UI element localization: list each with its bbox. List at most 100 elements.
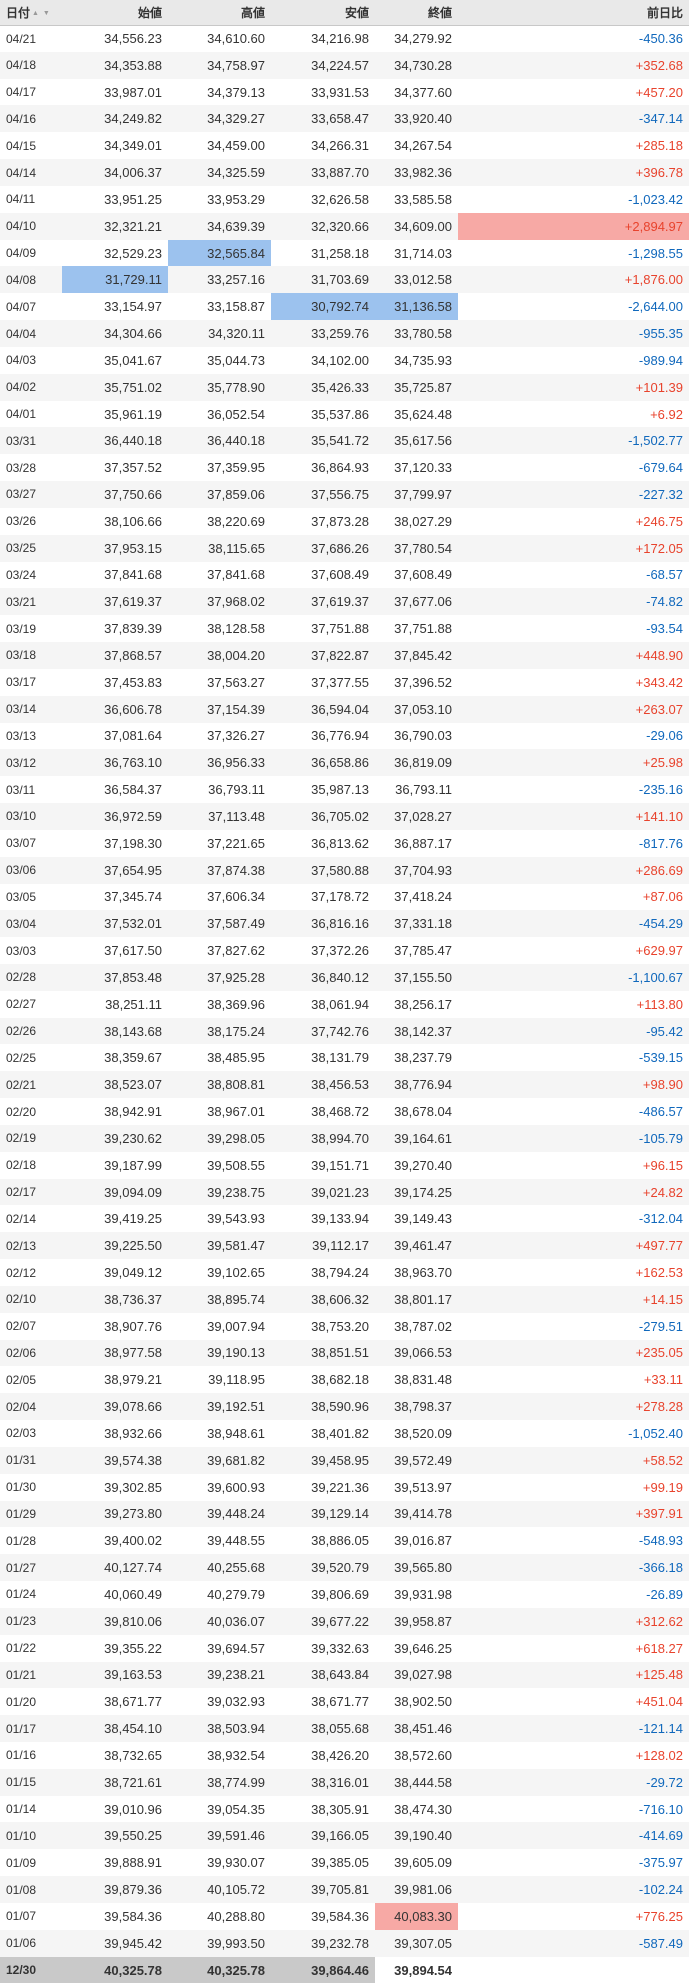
open-cell: 39,550.25 <box>62 1822 168 1850</box>
high-cell: 34,758.97 <box>168 51 271 79</box>
close-cell: 37,780.54 <box>375 534 458 562</box>
date-cell: 01/16 <box>6 1748 37 1763</box>
date-cell: 02/04 <box>0 1393 62 1421</box>
date-cell: 02/10 <box>0 1285 62 1313</box>
change-cell: -989.94 <box>638 352 683 368</box>
table-row: 03/04 37,532.01 37,587.49 36,816.16 37,331.1… <box>0 910 689 938</box>
date-cell: 02/19 <box>0 1124 62 1152</box>
change-cell: +618.27 <box>635 1640 683 1656</box>
open-cell: 38,736.37 <box>62 1285 168 1313</box>
change-cell: +125.48 <box>458 1661 689 1689</box>
high-cell: 39,238.75 <box>168 1178 271 1206</box>
low-cell: 31,258.18 <box>311 245 369 261</box>
low-cell: 37,377.55 <box>311 674 369 690</box>
close-cell: 39,190.40 <box>375 1822 458 1850</box>
close-cell: 39,164.61 <box>375 1124 458 1152</box>
date-cell: 04/10 <box>0 212 62 240</box>
high-cell: 33,257.16 <box>168 266 271 294</box>
high-cell: 37,606.34 <box>207 889 265 905</box>
close-cell: 37,028.27 <box>375 803 458 830</box>
high-cell: 36,793.11 <box>208 782 265 798</box>
low-cell: 39,129.14 <box>271 1500 375 1528</box>
change-cell: -74.82 <box>458 588 689 616</box>
table-row: 02/12 39,049.12 39,102.65 38,794.24 38,963.7… <box>0 1259 689 1286</box>
table-row: 01/10 39,550.25 39,591.46 39,166.05 39,190.4… <box>0 1822 689 1850</box>
high-cell: 39,681.82 <box>168 1446 271 1474</box>
low-cell: 35,987.13 <box>311 782 369 798</box>
close-cell: 37,331.18 <box>375 910 458 938</box>
date-cell: 03/24 <box>6 567 37 582</box>
table-row: 04/18 34,353.88 34,758.97 34,224.57 34,730.2… <box>0 51 689 79</box>
low-cell: 39,133.94 <box>311 1211 369 1227</box>
close-cell: 37,396.52 <box>394 674 452 690</box>
change-cell: -235.16 <box>638 782 683 798</box>
change-cell: +14.15 <box>458 1285 689 1313</box>
sort-desc-icon[interactable]: ▼ <box>42 10 51 18</box>
low-cell: 37,178.72 <box>311 889 369 905</box>
change-cell: -454.29 <box>458 910 689 938</box>
open-cell: 33,951.25 <box>104 191 162 207</box>
open-cell: 39,163.53 <box>62 1661 168 1689</box>
high-cell: 36,052.54 <box>207 406 265 422</box>
close-cell: 35,617.56 <box>375 427 458 455</box>
table-row: 04/17 33,987.01 34,379.13 33,931.53 34,377.6… <box>0 79 689 106</box>
table-row: 04/10 32,321.21 34,639.39 32,320.66 34,609.0… <box>0 212 689 240</box>
table-row: 04/02 35,751.02 35,778.90 35,426.33 35,725.8… <box>0 373 689 401</box>
date-cell: 02/17 <box>0 1178 62 1206</box>
date-cell: 01/14 <box>6 1802 37 1817</box>
low-cell: 37,822.87 <box>271 642 375 669</box>
open-cell: 37,868.57 <box>62 642 168 669</box>
low-cell: 39,166.05 <box>271 1822 375 1850</box>
date-cell: 04/18 <box>0 51 62 79</box>
change-cell: -68.57 <box>646 567 683 583</box>
change-cell <box>458 1957 689 1984</box>
table-row: 01/29 39,273.80 39,448.24 39,129.14 39,414.7… <box>0 1500 689 1528</box>
change-cell: +98.90 <box>458 1071 689 1099</box>
column-header-change: 前日比 <box>458 0 689 26</box>
change-cell: -312.04 <box>638 1211 683 1227</box>
low-cell: 38,851.51 <box>271 1339 375 1367</box>
date-cell: 03/04 <box>0 910 62 938</box>
open-cell: 36,972.59 <box>62 803 168 830</box>
change-cell: -1,298.55 <box>628 245 683 261</box>
close-cell: 34,279.92 <box>394 31 452 47</box>
change-cell: -450.36 <box>638 31 683 47</box>
high-cell: 39,448.55 <box>207 1533 265 1549</box>
sort-asc-icon[interactable]: ▲ <box>32 10 40 18</box>
high-cell: 33,953.29 <box>207 191 265 207</box>
high-cell: 34,320.11 <box>168 320 271 347</box>
table-row: 02/04 39,078.66 39,192.51 38,590.96 38,798.3… <box>0 1393 689 1421</box>
change-cell: -347.14 <box>458 105 689 133</box>
high-cell: 34,379.13 <box>207 84 265 100</box>
open-cell: 35,751.02 <box>62 373 168 401</box>
table-row: 02/10 38,736.37 38,895.74 38,606.32 38,801.1… <box>0 1285 689 1313</box>
table-row: 04/21 34,556.23 34,610.60 34,216.98 34,279.9… <box>0 25 689 52</box>
table-row: 01/14 39,010.96 39,054.35 38,305.91 38,474.3… <box>0 1796 689 1823</box>
change-cell: -1,502.77 <box>458 427 689 455</box>
close-cell: 35,725.87 <box>375 373 458 401</box>
change-cell: -548.93 <box>638 1533 683 1549</box>
low-cell: 37,372.26 <box>311 943 369 959</box>
close-cell: 38,142.37 <box>375 1017 458 1045</box>
close-cell: 38,963.70 <box>394 1265 452 1280</box>
change-cell: +24.82 <box>458 1178 689 1206</box>
date-cell: 03/11 <box>6 782 36 797</box>
column-header-date[interactable]: 日付 ▲ ▼ <box>0 0 62 26</box>
open-cell: 37,617.50 <box>104 943 162 959</box>
low-cell: 36,816.16 <box>271 910 375 938</box>
high-cell: 38,932.54 <box>207 1747 265 1763</box>
low-cell: 39,806.69 <box>311 1586 369 1602</box>
change-cell: +278.28 <box>458 1393 689 1421</box>
low-cell: 35,537.86 <box>311 406 369 422</box>
close-cell: 39,461.47 <box>375 1232 458 1260</box>
high-cell: 39,102.65 <box>207 1265 265 1280</box>
close-cell: 37,704.93 <box>375 856 458 884</box>
close-cell: 37,799.97 <box>375 481 458 508</box>
high-cell: 34,325.59 <box>168 159 271 186</box>
close-cell: 39,270.40 <box>394 1157 452 1173</box>
close-cell: 38,444.58 <box>375 1768 458 1796</box>
date-cell: 02/14 <box>6 1211 37 1226</box>
sort-icons[interactable]: ▲ ▼ <box>32 10 51 17</box>
high-cell: 34,639.39 <box>168 212 271 240</box>
